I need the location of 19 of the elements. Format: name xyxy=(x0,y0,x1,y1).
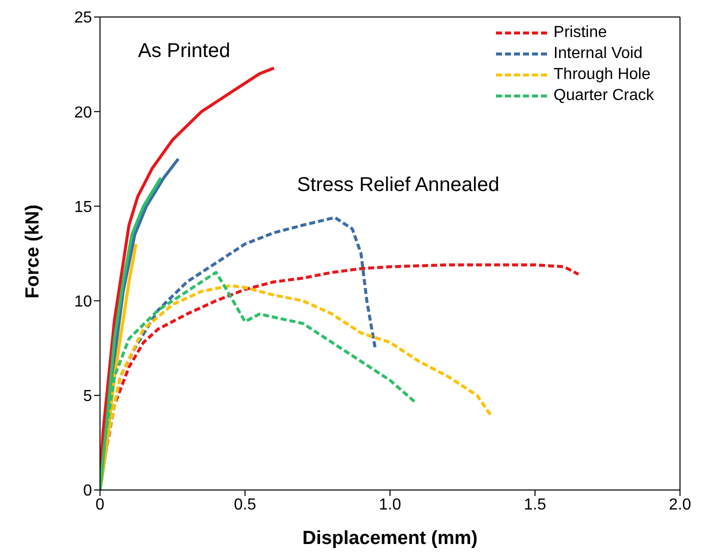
y-tick-label: 15 xyxy=(74,198,92,216)
y-tick-label: 20 xyxy=(74,104,92,122)
x-tick-label: 2.0 xyxy=(668,496,692,514)
x-tick-label: 0.5 xyxy=(234,496,256,514)
x-tick-label: 1.0 xyxy=(378,496,402,514)
y-tick-label: 25 xyxy=(74,10,92,27)
x-axis-title: Displacement (mm) xyxy=(302,528,478,549)
y-tick-label: 5 xyxy=(83,388,92,406)
y-axis-title: Force (kN) xyxy=(22,204,44,298)
legend-label: Internal Void xyxy=(554,44,642,62)
x-tick-label: 1.5 xyxy=(524,496,546,514)
y-tick-label: 0 xyxy=(83,482,92,500)
x-tick-label: 0 xyxy=(96,496,105,514)
legend-label: Pristine xyxy=(554,24,607,42)
annotation: Stress Relief Annealed xyxy=(297,174,500,197)
y-tick-label: 10 xyxy=(74,293,92,310)
legend-label: Through Hole xyxy=(554,66,650,84)
annotation: As Printed xyxy=(138,40,230,63)
legend-label: Quarter Crack xyxy=(554,86,654,104)
